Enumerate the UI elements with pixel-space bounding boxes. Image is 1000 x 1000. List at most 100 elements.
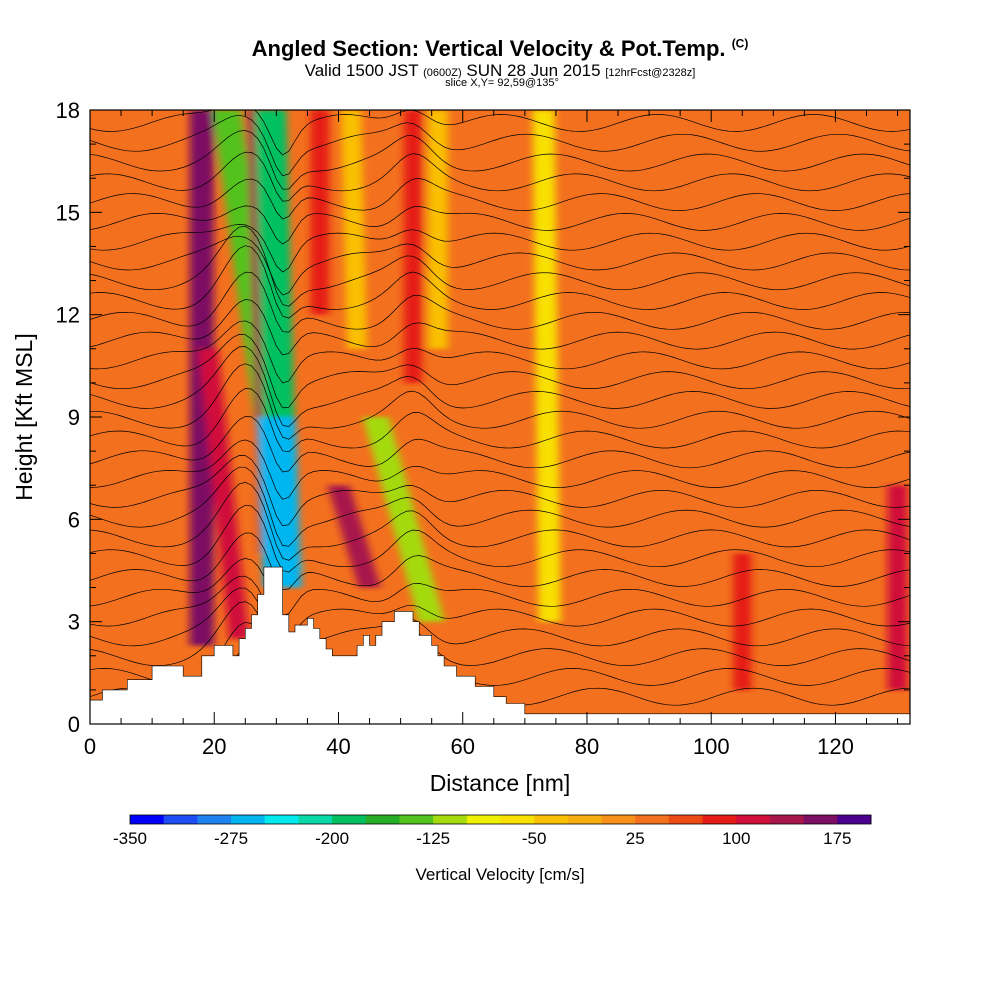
theta-contour-7	[90, 504, 910, 573]
x-tick-label: 80	[575, 734, 599, 759]
theta-contour-2	[90, 601, 910, 682]
colorbar-tick-label: -125	[416, 829, 450, 848]
colorbar-swatch	[668, 815, 704, 824]
velocity-band-8	[362, 417, 445, 622]
colorbar-tick-label: -50	[522, 829, 547, 848]
colorbar-swatch	[231, 815, 266, 824]
theta-contour-15	[90, 346, 910, 427]
theta-contour-14	[90, 363, 910, 440]
theta-contour-24	[90, 205, 910, 245]
theta-contour-5	[90, 558, 910, 617]
velocity-band-10	[404, 110, 423, 383]
theta-contour-28	[90, 114, 910, 177]
valid-date: SUN 28 Jun 2015	[466, 61, 601, 80]
theta-contour-12	[90, 416, 910, 473]
theta-contour-27	[90, 130, 910, 190]
y-tick-label: 18	[56, 98, 80, 123]
x-tick-label: 100	[693, 734, 730, 759]
colorbar: -350 -275 -200 -125 -50 25 100 175	[113, 814, 872, 848]
colorbar-label: Vertical Velocity [cm/s]	[415, 865, 584, 884]
y-tick-label: 12	[56, 303, 80, 328]
velocity-band-12	[532, 110, 561, 622]
theta-contour-29	[90, 110, 910, 156]
colorbar-swatch	[365, 815, 400, 824]
chart-title: Angled Section: Vertical Velocity & Pot.…	[0, 36, 1000, 62]
valid-prefix: Valid 1500 JST	[304, 61, 419, 80]
velocity-band-5	[257, 417, 302, 588]
theta-contour-13	[90, 388, 910, 453]
colorbar-swatch	[197, 815, 232, 824]
chart-title-main: Angled Section: Vertical Velocity & Pot.…	[251, 36, 726, 61]
y-tick-label: 15	[56, 200, 80, 225]
x-tick-label: 20	[202, 734, 226, 759]
colorbar-swatch	[567, 815, 603, 824]
colorbar-tick-label: 25	[626, 829, 645, 848]
terrain	[90, 566, 910, 724]
colorbar-swatch	[163, 815, 198, 824]
theta-contour-6	[90, 532, 910, 590]
colorbar-swatch	[702, 815, 737, 824]
theta-contour-22	[90, 235, 910, 296]
y-tick-label: 0	[68, 712, 80, 737]
theta-contour-23	[90, 224, 910, 273]
colorbar-swatch	[769, 815, 805, 824]
theta-contour-26	[90, 151, 910, 202]
theta-contour-8	[90, 481, 910, 561]
colorbar-swatch	[298, 815, 333, 824]
colorbar-swatch	[433, 815, 468, 824]
chart-subtitle: Valid 1500 JST (0600Z) SUN 28 Jun 2015 […	[0, 61, 1000, 81]
velocity-band-14	[733, 553, 752, 690]
colorbar-swatch	[837, 815, 872, 824]
theta-contour-17	[90, 320, 910, 384]
y-tick-label: 6	[68, 507, 80, 532]
colorbar-swatch	[332, 815, 367, 824]
colorbar-tick-label: -275	[214, 829, 248, 848]
colorbar-tick-label: -200	[315, 829, 349, 848]
theta-contour-20	[90, 245, 910, 319]
theta-contour-1	[90, 621, 910, 694]
colorbar-tick-label: 175	[823, 829, 851, 848]
velocity-band-9	[340, 110, 368, 349]
colorbar-swatch	[534, 815, 569, 824]
colorbar-swatch	[264, 815, 299, 824]
theta-contour-10	[90, 455, 910, 527]
x-tick-label: 40	[326, 734, 350, 759]
theta-contour-21	[90, 225, 910, 307]
colorbar-swatch	[803, 815, 838, 824]
forecast-tag: [12hrFcst@2328z]	[605, 67, 696, 79]
theta-contour-11	[90, 439, 910, 500]
theta-contour-3	[90, 587, 910, 666]
theta-contour-4	[90, 575, 910, 644]
velocity-band-11	[427, 110, 448, 349]
theta-contour-19	[90, 271, 910, 333]
y-tick-label: 9	[68, 405, 80, 430]
colorbar-swatch	[635, 815, 670, 824]
colorbar-swatch	[466, 815, 501, 824]
velocity-field	[90, 110, 910, 724]
slice-info: slice X,Y= 92,59@135°	[445, 77, 559, 89]
y-axis-label: Height [Kft MSL]	[11, 333, 37, 500]
x-tick-label: 0	[84, 734, 96, 759]
colorbar-swatch	[736, 815, 771, 824]
colorbar-tick-label: 100	[722, 829, 750, 848]
theta-contour-18	[90, 299, 910, 356]
x-tick-label: 120	[817, 734, 854, 759]
colorbar-swatch	[399, 815, 434, 824]
velocity-band-6	[310, 110, 329, 315]
chart-title-tag: (C)	[731, 36, 749, 51]
velocity-band-13	[887, 485, 908, 690]
theta-contour-9	[90, 466, 910, 547]
velocity-band-7	[327, 485, 381, 588]
velocity-band-2	[198, 348, 250, 639]
x-tick-label: 60	[450, 734, 474, 759]
valid-utc: (0600Z)	[423, 67, 462, 79]
theta-contour-16	[90, 334, 910, 409]
y-tick-label: 3	[68, 610, 80, 635]
colorbar-swatch	[601, 815, 636, 824]
x-axis-label: Distance [nm]	[430, 770, 571, 796]
theta-contour-25	[90, 178, 910, 220]
colorbar-swatch	[500, 815, 535, 824]
colorbar-tick-label: -350	[113, 829, 147, 848]
colorbar-swatch	[130, 815, 165, 824]
